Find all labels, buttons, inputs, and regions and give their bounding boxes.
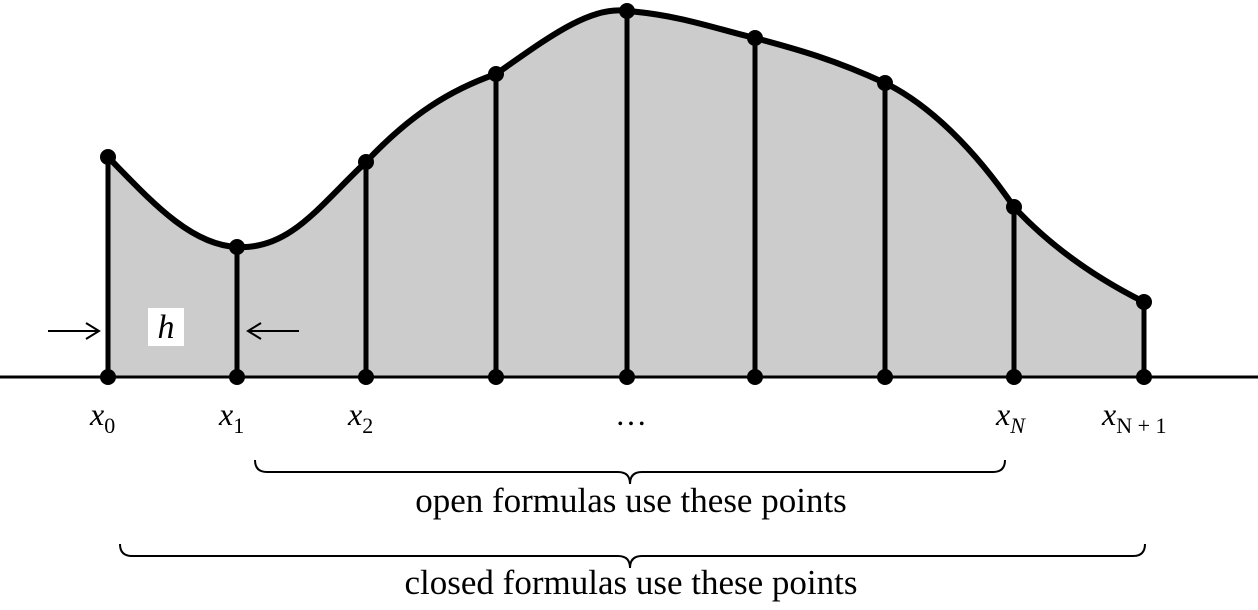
curve-point (100, 149, 116, 165)
curve-point (229, 239, 245, 255)
axis-point (100, 369, 116, 385)
axis-point (619, 369, 635, 385)
axis-point (877, 369, 893, 385)
axis-point (229, 369, 245, 385)
step-size-indicator: h (48, 308, 299, 346)
point-label-xN1: xN + 1 (1101, 396, 1167, 438)
point-label-ellipsis: … (615, 396, 647, 432)
closed-formulas-caption: closed formulas use these points (405, 563, 858, 602)
curve-points (100, 3, 1152, 310)
curve-point (488, 66, 504, 82)
curve-point (747, 30, 763, 46)
axis-point (747, 369, 763, 385)
point-label-x2: x2 (347, 396, 373, 438)
left-arrowhead-icon (246, 322, 262, 340)
step-label: h (158, 309, 175, 346)
axis-points (100, 369, 1152, 385)
point-labels: x0 x1 x2 … xN xN + 1 (89, 396, 1167, 438)
closed-formulas-brace (119, 543, 1146, 569)
axis-point (1006, 369, 1022, 385)
curve-point (358, 154, 374, 170)
axis-point (358, 369, 374, 385)
axis-point (488, 369, 504, 385)
open-formulas-brace (254, 459, 1006, 485)
curve-point (619, 3, 635, 19)
point-label-x1: x1 (218, 396, 244, 438)
ordinate-lines (105, 11, 1147, 377)
axis-point (1136, 369, 1152, 385)
point-label-xN: xN (995, 396, 1026, 438)
right-arrowhead-icon (85, 322, 101, 340)
curve-point (877, 75, 893, 91)
open-formulas-caption: open formulas use these points (415, 481, 847, 520)
step-label-box (148, 308, 184, 346)
point-label-x0: x0 (89, 396, 115, 438)
curve-point (1136, 294, 1152, 310)
curve-point (1006, 199, 1022, 215)
